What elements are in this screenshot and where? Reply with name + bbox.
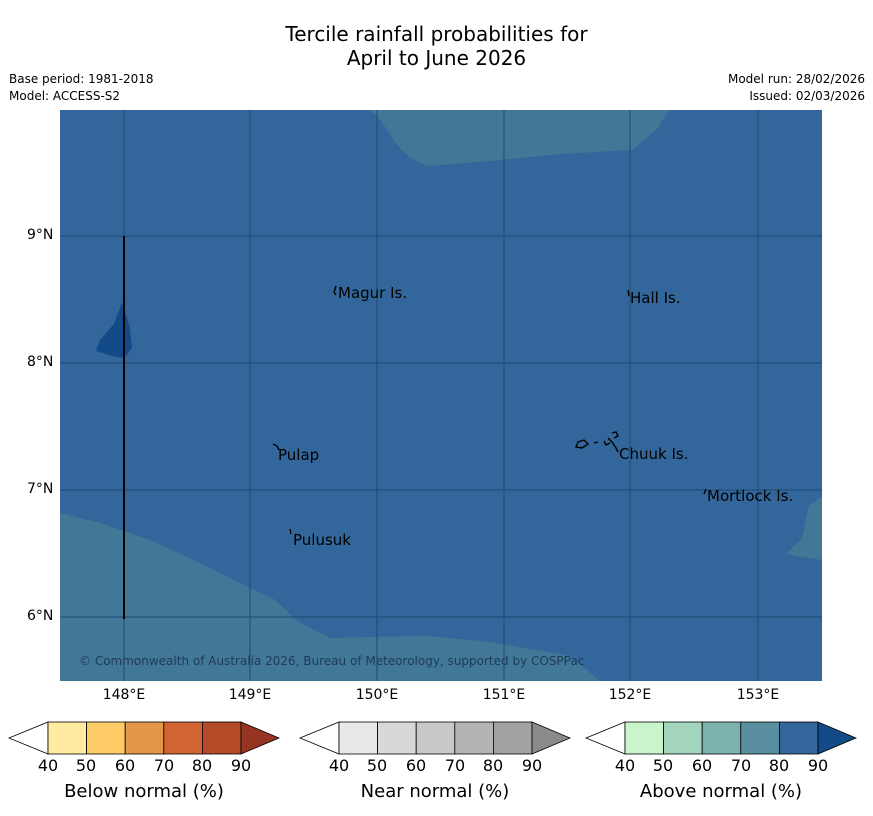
lon-label-152: 152°E [608, 687, 652, 703]
above-swatch-40 [624, 721, 664, 755]
below-swatch-80 [201, 721, 242, 755]
below-swatch-under [8, 721, 49, 755]
above-tick-70: 70 [730, 756, 752, 775]
graticule [60, 110, 822, 681]
above-swatch-under [585, 721, 626, 755]
above-tick-60: 60 [691, 756, 713, 775]
below-normal-title: Below normal (%) [64, 781, 224, 802]
lat-label-9: 9°N [27, 227, 54, 243]
below-tick-80: 80 [191, 756, 213, 775]
label-chuuk: Chuuk Is. [619, 445, 688, 463]
base-period: Base period: 1981-2018 [9, 72, 154, 86]
above-swatch-over [817, 721, 857, 755]
lon-label-151: 151°E [482, 687, 526, 703]
pulap-island-shape [272, 443, 280, 451]
mortlock-island-shape [703, 488, 707, 495]
title-line-2: April to June 2026 [346, 46, 527, 70]
island-outlines [272, 285, 707, 535]
near-tick-60: 60 [405, 756, 427, 775]
lon-label-148: 148°E [102, 687, 146, 703]
label-magur: Magur Is. [338, 284, 407, 302]
near-swatch-60 [415, 721, 456, 755]
label-pulusuk: Pulusuk [293, 531, 351, 549]
above-swatch-60 [701, 721, 742, 755]
near-swatch-40 [338, 721, 378, 755]
below-swatch-50 [86, 721, 126, 755]
below-tick-70: 70 [153, 756, 175, 775]
above-swatch-70 [740, 721, 780, 755]
above-70-region-north [370, 110, 669, 166]
below-tick-90: 90 [230, 756, 252, 775]
below-tick-60: 60 [114, 756, 136, 775]
below-tick-40: 40 [37, 756, 59, 775]
near-tick-90: 90 [521, 756, 543, 775]
lat-label-8: 8°N [27, 354, 54, 370]
chart-title: Tercile rainfall probabilities for April… [0, 22, 873, 70]
model-name: Model: ACCESS-S2 [9, 89, 121, 103]
near-swatch-under [299, 721, 340, 755]
below-normal-colorbar [8, 721, 280, 755]
magur-island-shape [333, 285, 337, 296]
issued-date: Issued: 02/03/2026 [749, 89, 865, 103]
near-tick-70: 70 [444, 756, 466, 775]
label-pulap: Pulap [278, 446, 319, 464]
rainfall-map: Magur Is. Hall Is. Pulap Chuuk Is. Mortl… [60, 110, 822, 681]
above-70-region-southwest [60, 513, 600, 681]
above-tick-90: 90 [807, 756, 829, 775]
above-swatch-50 [663, 721, 703, 755]
meta-left: Base period: 1981-2018 Model: ACCESS-S2 [9, 71, 154, 105]
copyright-notice: © Commonwealth of Australia 2026, Bureau… [79, 654, 584, 668]
near-swatch-50 [377, 721, 417, 755]
below-swatch-over [240, 721, 280, 755]
above-normal-title: Above normal (%) [639, 781, 803, 802]
below-swatch-40 [47, 721, 87, 755]
below-swatch-70 [163, 721, 203, 755]
lat-label-7: 7°N [27, 481, 54, 497]
lon-label-149: 149°E [228, 687, 272, 703]
below-tick-50: 50 [75, 756, 97, 775]
near-swatch-70 [454, 721, 494, 755]
above-tick-80: 80 [768, 756, 790, 775]
near-tick-80: 80 [482, 756, 504, 775]
label-mortlock: Mortlock Is. [707, 487, 793, 505]
hall-island-shape [627, 289, 630, 297]
above-tick-40: 40 [614, 756, 636, 775]
near-tick-40: 40 [328, 756, 350, 775]
below-swatch-60 [124, 721, 165, 755]
lon-label-150: 150°E [355, 687, 399, 703]
lon-label-153: 153°E [736, 687, 780, 703]
title-line-1: Tercile rainfall probabilities for [285, 22, 588, 46]
near-tick-50: 50 [366, 756, 388, 775]
above-tick-50: 50 [652, 756, 674, 775]
above-swatch-80 [778, 721, 819, 755]
above-normal-colorbar [585, 721, 857, 755]
above-70-region-east [786, 497, 822, 560]
pulusuk-island-shape [289, 528, 292, 535]
model-run: Model run: 28/02/2026 [727, 72, 865, 86]
near-normal-colorbar [299, 721, 571, 755]
near-swatch-over [531, 721, 571, 755]
near-swatch-80 [492, 721, 533, 755]
near-normal-title: Near normal (%) [360, 781, 510, 802]
label-hall: Hall Is. [630, 289, 681, 307]
chuuk-islands-shape [575, 431, 619, 453]
meta-right: Model run: 28/02/2026 Issued: 02/03/2026 [728, 71, 865, 105]
lat-label-6: 6°N [27, 608, 54, 624]
